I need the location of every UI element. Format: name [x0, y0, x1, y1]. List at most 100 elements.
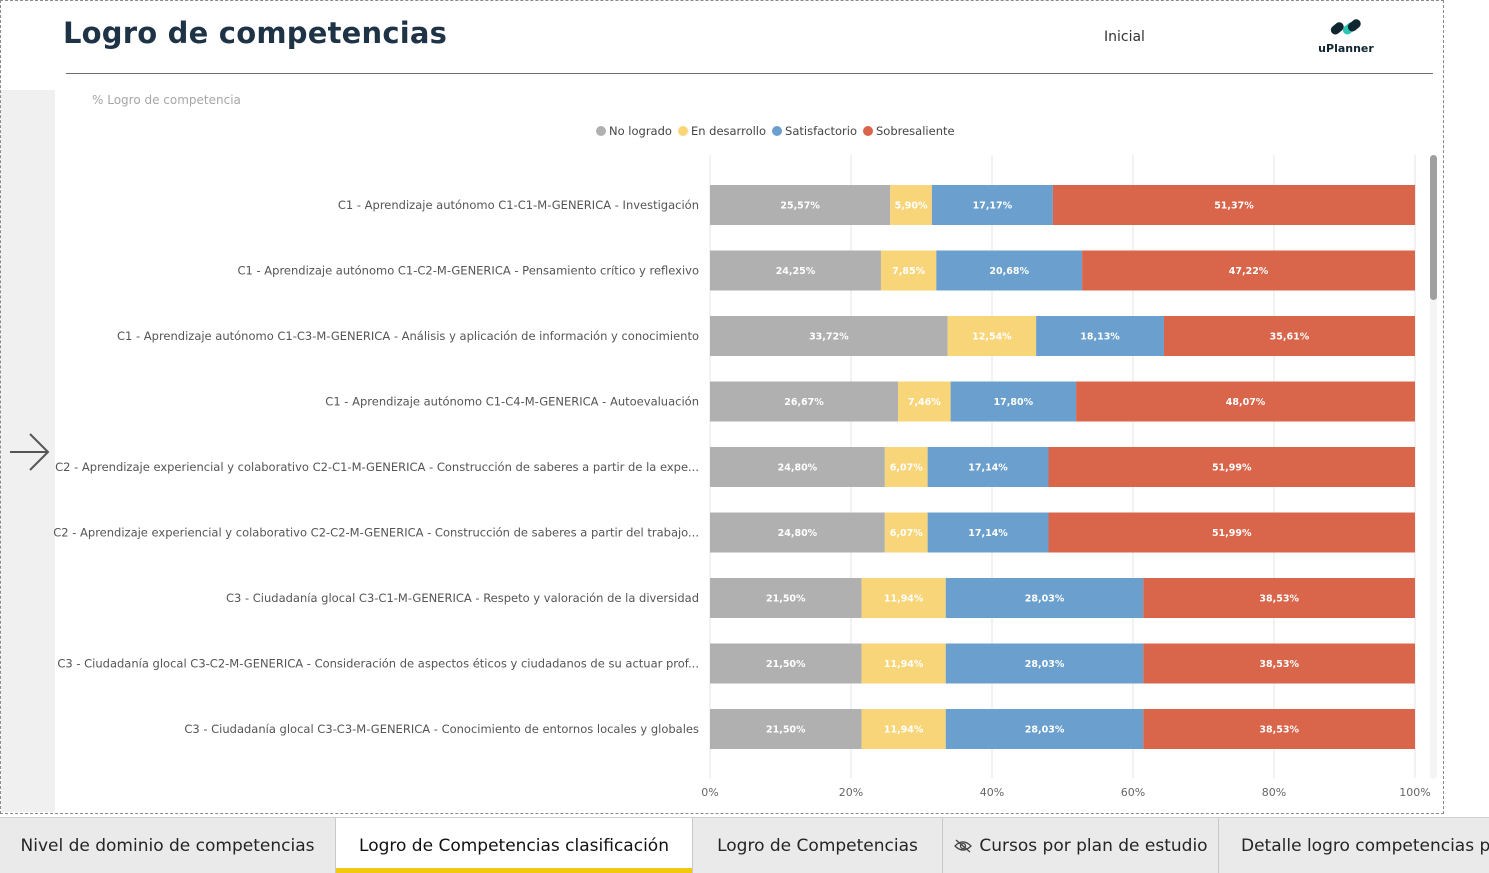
- data-label: 7,46%: [908, 397, 941, 408]
- x-tick-label: 80%: [1262, 786, 1286, 799]
- legend-dot: [772, 126, 783, 136]
- bar-segment[interactable]: [1143, 709, 1415, 749]
- bar-segment[interactable]: [710, 643, 862, 684]
- bar-segment[interactable]: [1036, 316, 1164, 356]
- bar-segment[interactable]: [936, 250, 1083, 291]
- legend-label: En desarrollo: [690, 124, 767, 138]
- tab-detalle-logro[interactable]: Detalle logro competencias p: [1219, 818, 1489, 873]
- bar-segment[interactable]: [945, 643, 1144, 684]
- bar-segment[interactable]: [710, 447, 885, 487]
- bar-segment[interactable]: [1163, 316, 1415, 356]
- bar-segment[interactable]: [931, 185, 1053, 225]
- legend-label: No logrado: [609, 124, 672, 138]
- data-label: 28,03%: [1025, 659, 1065, 670]
- category-label: C3 - Ciudadanía glocal C3-C1-M-GENERICA …: [226, 591, 699, 605]
- data-label: 5,90%: [895, 201, 928, 212]
- bar-segment[interactable]: [927, 512, 1049, 553]
- bar-segment[interactable]: [898, 381, 951, 422]
- legend-dot: [863, 126, 873, 136]
- category-label: C3 - Ciudadanía glocal C3-C3-M-GENERICA …: [184, 722, 699, 736]
- bar-segment[interactable]: [1048, 447, 1415, 487]
- home-button[interactable]: Inicial: [1104, 29, 1145, 45]
- data-label: 12,54%: [972, 332, 1012, 343]
- bar-segment[interactable]: [710, 316, 948, 356]
- bar-segment[interactable]: [861, 578, 946, 618]
- data-label: 21,50%: [766, 659, 806, 670]
- data-label: 47,22%: [1229, 266, 1269, 277]
- page-tab-bar: Nivel de dominio de competencias Logro d…: [0, 817, 1489, 873]
- bar-segment[interactable]: [880, 250, 937, 291]
- category-label: C1 - Aprendizaje autónomo C1-C3-M-GENERI…: [117, 329, 699, 343]
- legend-item-satisfactorio[interactable]: Satisfactorio: [772, 124, 857, 138]
- chart-scrollbar-track[interactable]: [1430, 155, 1437, 779]
- data-label: 51,99%: [1212, 463, 1252, 474]
- bar-segment[interactable]: [884, 447, 928, 487]
- bar-segment[interactable]: [945, 578, 1144, 618]
- uplanner-logo-mark: [1330, 19, 1361, 35]
- data-label: 17,17%: [973, 201, 1013, 212]
- data-label: 51,99%: [1212, 528, 1252, 539]
- data-label: 51,37%: [1214, 201, 1254, 212]
- chart-title: % Logro de competencia: [92, 93, 241, 107]
- data-label: 25,57%: [780, 201, 820, 212]
- bar-segment[interactable]: [1052, 185, 1416, 225]
- legend-dot: [677, 126, 688, 136]
- x-tick-label: 100%: [1399, 786, 1430, 799]
- tab-label: Logro de Competencias: [717, 835, 918, 856]
- category-label: C2 - Aprendizaje experiencial y colabora…: [53, 526, 699, 540]
- bar-segment[interactable]: [890, 185, 932, 225]
- data-label: 24,80%: [778, 463, 818, 474]
- bar-segment[interactable]: [710, 709, 862, 749]
- bar-segment[interactable]: [710, 381, 899, 422]
- page-title: Logro de competencias: [63, 16, 448, 50]
- hidden-eye-icon: [954, 839, 973, 852]
- bar-segment[interactable]: [1143, 578, 1415, 618]
- category-label: C1 - Aprendizaje autónomo C1-C1-M-GENERI…: [338, 198, 699, 212]
- x-tick-label: 20%: [839, 786, 863, 799]
- data-label: 28,03%: [1025, 725, 1065, 736]
- tab-logro-competencias[interactable]: Logro de Competencias: [693, 818, 943, 873]
- data-label: 6,07%: [890, 528, 923, 539]
- bar-segment[interactable]: [1048, 512, 1415, 553]
- data-label: 18,13%: [1080, 332, 1120, 343]
- category-label: C2 - Aprendizaje experiencial y colabora…: [55, 460, 699, 474]
- bar-segment[interactable]: [1143, 643, 1415, 684]
- bar-segment[interactable]: [884, 512, 928, 553]
- tab-label: Cursos por plan de estudio: [979, 835, 1208, 856]
- legend-dot: [596, 126, 606, 136]
- legend-item-sobresaliente[interactable]: Sobresaliente: [863, 124, 955, 138]
- bar-segment[interactable]: [710, 578, 862, 618]
- bar-segment[interactable]: [1076, 381, 1415, 422]
- bar-segment[interactable]: [710, 250, 881, 291]
- tab-cursos-por-plan[interactable]: Cursos por plan de estudio: [943, 818, 1219, 873]
- bar-segment[interactable]: [945, 709, 1144, 749]
- bar-segment[interactable]: [950, 381, 1077, 422]
- data-label: 26,67%: [784, 397, 824, 408]
- category-label: C1 - Aprendizaje autónomo C1-C4-M-GENERI…: [325, 395, 699, 409]
- data-label: 17,14%: [968, 528, 1008, 539]
- legend-label: Sobresaliente: [876, 124, 955, 138]
- data-label: 21,50%: [766, 594, 806, 605]
- arrow-right-icon[interactable]: [8, 430, 52, 474]
- bar-segment[interactable]: [710, 512, 885, 553]
- x-tick-label: 60%: [1121, 786, 1145, 799]
- data-label: 28,03%: [1025, 594, 1065, 605]
- data-label: 35,61%: [1270, 332, 1310, 343]
- logo-text: uPlanner: [1318, 42, 1374, 55]
- legend-item-no-logrado[interactable]: No logrado: [596, 124, 672, 138]
- bar-segment[interactable]: [1082, 250, 1415, 291]
- tab-label: Logro de Competencias clasificación: [359, 835, 669, 856]
- tab-label: Detalle logro competencias p: [1241, 835, 1489, 856]
- bar-segment[interactable]: [927, 447, 1049, 487]
- bar-segment[interactable]: [710, 185, 891, 225]
- bar-segment[interactable]: [861, 709, 946, 749]
- bar-segment[interactable]: [861, 643, 946, 684]
- tab-logro-competencias-clasificacion[interactable]: Logro de Competencias clasificación: [336, 818, 693, 873]
- data-label: 38,53%: [1259, 594, 1299, 605]
- bar-segment[interactable]: [947, 316, 1037, 356]
- tab-nivel-de-dominio[interactable]: Nivel de dominio de competencias: [0, 818, 336, 873]
- legend-item-en-desarrollo[interactable]: En desarrollo: [677, 124, 767, 138]
- tab-label: Nivel de dominio de competencias: [20, 835, 315, 856]
- data-label: 24,80%: [778, 528, 818, 539]
- chart-scrollbar-thumb[interactable]: [1430, 155, 1437, 300]
